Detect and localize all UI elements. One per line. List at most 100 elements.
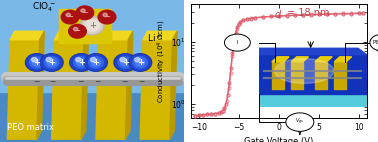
Circle shape	[100, 11, 115, 23]
Circle shape	[72, 27, 83, 36]
Circle shape	[31, 58, 37, 62]
X-axis label: Gate Voltage (V): Gate Voltage (V)	[244, 137, 313, 142]
Polygon shape	[170, 31, 177, 139]
Text: $V_{gs}$: $V_{gs}$	[295, 117, 304, 127]
Circle shape	[46, 58, 52, 62]
Circle shape	[129, 54, 152, 71]
Bar	[315, 62, 327, 89]
Ellipse shape	[274, 59, 334, 83]
Circle shape	[81, 9, 85, 12]
Circle shape	[61, 10, 79, 24]
Circle shape	[69, 24, 86, 38]
Polygon shape	[291, 57, 308, 62]
Circle shape	[114, 54, 137, 71]
Circle shape	[63, 11, 77, 23]
Polygon shape	[37, 31, 44, 139]
Text: +: +	[137, 58, 144, 67]
Circle shape	[121, 59, 130, 66]
Circle shape	[65, 13, 76, 21]
Circle shape	[98, 10, 116, 24]
Text: +: +	[122, 58, 129, 67]
Polygon shape	[272, 57, 289, 62]
Circle shape	[76, 6, 94, 20]
Text: PEO LiClO$_4$: PEO LiClO$_4$	[372, 38, 378, 47]
Text: PEO matrix: PEO matrix	[8, 123, 54, 132]
Circle shape	[85, 20, 100, 31]
Polygon shape	[54, 31, 88, 40]
Polygon shape	[52, 40, 84, 139]
Circle shape	[225, 34, 250, 51]
Polygon shape	[125, 31, 133, 139]
Circle shape	[86, 55, 106, 70]
Y-axis label: Conductivity (10$^{4}$ $\Omega$cm): Conductivity (10$^{4}$ $\Omega$cm)	[156, 19, 168, 103]
Circle shape	[77, 7, 92, 18]
Bar	[291, 62, 303, 89]
Polygon shape	[257, 48, 367, 55]
Circle shape	[136, 59, 145, 66]
Text: +: +	[33, 58, 40, 67]
Polygon shape	[99, 31, 133, 40]
Circle shape	[73, 27, 78, 31]
Circle shape	[370, 34, 378, 51]
Circle shape	[286, 113, 314, 131]
Text: −: −	[104, 14, 110, 20]
Text: −: −	[94, 77, 100, 86]
Circle shape	[101, 13, 113, 21]
Circle shape	[85, 54, 107, 71]
Text: −: −	[74, 28, 81, 34]
Text: $d$: $d$	[274, 8, 282, 20]
Bar	[0, 92, 184, 142]
Bar	[259, 55, 367, 94]
Circle shape	[77, 59, 86, 66]
Circle shape	[44, 57, 59, 68]
Circle shape	[66, 13, 70, 17]
Polygon shape	[81, 31, 88, 139]
Circle shape	[90, 58, 96, 62]
Polygon shape	[96, 40, 128, 139]
Polygon shape	[140, 40, 172, 139]
Circle shape	[32, 59, 42, 66]
Circle shape	[76, 58, 81, 62]
Circle shape	[71, 55, 91, 70]
Circle shape	[79, 9, 90, 17]
Text: −: −	[33, 77, 39, 86]
Polygon shape	[10, 31, 44, 40]
Text: +: +	[77, 58, 85, 67]
Bar	[59, 9, 111, 43]
Circle shape	[130, 55, 150, 70]
Polygon shape	[8, 40, 40, 139]
Circle shape	[70, 26, 85, 37]
Polygon shape	[315, 57, 332, 62]
Text: −: −	[138, 77, 144, 86]
Polygon shape	[143, 31, 177, 40]
Circle shape	[115, 55, 136, 70]
Text: Li$^+$: Li$^+$	[147, 33, 163, 44]
Circle shape	[47, 59, 56, 66]
Circle shape	[25, 54, 48, 71]
Text: −: −	[77, 77, 84, 86]
Circle shape	[42, 55, 62, 70]
Text: +: +	[93, 58, 99, 67]
Circle shape	[133, 57, 147, 68]
Text: +: +	[48, 58, 55, 67]
Circle shape	[135, 58, 140, 62]
Circle shape	[103, 13, 107, 17]
Circle shape	[118, 57, 133, 68]
Circle shape	[82, 18, 102, 33]
Circle shape	[40, 54, 63, 71]
Bar	[334, 62, 346, 89]
Circle shape	[91, 59, 101, 66]
Text: ClO$_4^-$: ClO$_4^-$	[33, 0, 56, 14]
Text: I: I	[237, 40, 238, 45]
Circle shape	[70, 54, 93, 71]
Text: +: +	[89, 21, 96, 30]
Text: −: −	[82, 10, 88, 16]
Bar	[59, 9, 111, 43]
Bar	[259, 94, 367, 106]
Text: −: −	[50, 77, 56, 86]
Bar	[0, 0, 184, 92]
Circle shape	[88, 57, 103, 68]
Text: −: −	[121, 77, 128, 86]
Bar	[272, 62, 284, 89]
Circle shape	[29, 57, 44, 68]
